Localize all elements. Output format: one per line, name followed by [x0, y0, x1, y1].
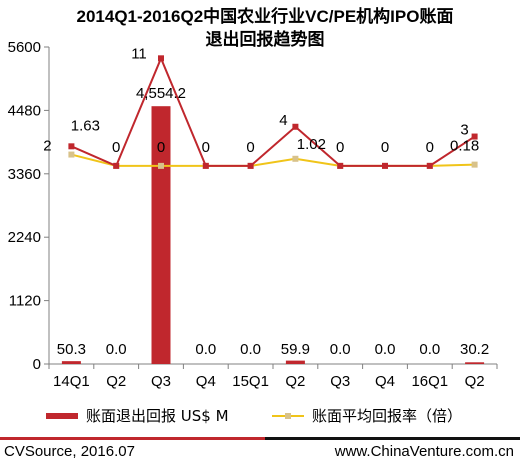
count-line	[70, 55, 476, 168]
y-tick-label: 5600	[8, 39, 41, 56]
bar-value-label: 0.0	[330, 341, 351, 358]
count-point	[337, 162, 344, 169]
bar-value-label: 0.0	[375, 341, 396, 358]
x-tick-label: Q3	[330, 373, 350, 390]
count-point	[382, 162, 388, 169]
average-return-label: 0	[157, 139, 165, 156]
average-return-label: 1.02	[297, 136, 326, 153]
footer-divider-black	[265, 437, 520, 440]
count-point	[426, 162, 433, 169]
count-point	[292, 123, 299, 130]
y-tick-label: 4480	[8, 102, 41, 119]
x-tick-label: 14Q1	[53, 373, 90, 390]
count-label: 11	[131, 45, 147, 62]
legend-line-label: 账面平均回报率（倍）	[312, 407, 462, 425]
y-tick-label: 2240	[8, 229, 41, 246]
bar-value-label: 30.2	[460, 341, 489, 358]
chart-title-line-1: 2014Q1-2016Q2中国农业行业VC/PE机构IPO账面	[77, 6, 454, 26]
average-return-label: 0	[202, 139, 210, 156]
bar	[285, 360, 305, 364]
x-tick-label: Q3	[151, 373, 171, 390]
x-tick-label: Q2	[285, 373, 305, 390]
x-tick-label: 16Q1	[411, 373, 448, 390]
count-label: 4	[279, 112, 287, 129]
average-return-point	[158, 162, 164, 169]
y-tick-label: 1120	[9, 293, 41, 310]
average-return-point	[292, 155, 299, 162]
x-tick-label: 15Q1	[232, 373, 269, 390]
count-label: 2	[43, 137, 51, 154]
bar-value-label: 0.0	[240, 341, 261, 358]
average-return-label: 1.63	[71, 118, 100, 135]
footer-divider-red	[0, 437, 265, 440]
y-tick-label: 3360	[8, 166, 41, 183]
average-return-point	[471, 161, 478, 168]
bar-value-label: 0.0	[106, 341, 127, 358]
legend-line-marker	[285, 413, 291, 419]
line-series	[68, 55, 478, 169]
count-point	[113, 162, 120, 169]
data-labels: 50.3 0.0 4,554.2 0.0 0.0 59.9 0.0 0.0 0.0 30.2 1.6…	[43, 45, 489, 358]
average-return-label: 0	[426, 139, 434, 156]
bar	[465, 362, 485, 364]
average-return-line	[71, 153, 475, 167]
footer-website: www.ChinaVenture.com.cn	[334, 443, 514, 460]
legend: 账面退出回报 US$ M 账面平均回报率（倍）	[46, 407, 462, 425]
bar	[61, 361, 81, 364]
count-point	[471, 133, 478, 140]
count-point	[202, 162, 209, 169]
count-point	[247, 162, 254, 169]
bar-series	[61, 106, 485, 364]
count-point	[158, 55, 164, 62]
average-return-label: 0	[112, 139, 120, 156]
bar	[151, 106, 171, 364]
average-return-label: 0	[246, 139, 254, 156]
legend-bar-label: 账面退出回报 US$ M	[86, 407, 229, 425]
bar-value-label: 59.9	[281, 341, 310, 358]
x-tick-label: Q4	[196, 373, 216, 390]
footer-source: CVSource, 2016.07	[4, 443, 135, 460]
y-tick-label: 0	[33, 356, 41, 373]
average-return-label: 0.18	[450, 138, 479, 155]
average-return-label: 0	[381, 139, 389, 156]
x-tick-label: Q4	[375, 373, 395, 390]
count-label: 3	[460, 122, 468, 139]
bar-value-label: 0.0	[195, 341, 216, 358]
bar-value-label: 4,554.2	[136, 85, 186, 102]
average-return-point	[68, 151, 75, 158]
bar-value-label: 0.0	[419, 341, 440, 358]
average-return-label: 0	[336, 139, 344, 156]
count-point	[68, 143, 75, 150]
chart-title-line-2: 退出回报趋势图	[206, 29, 325, 49]
x-tick-label: Q2	[465, 373, 485, 390]
x-tick-label: Q2	[106, 373, 126, 390]
bar-value-label: 50.3	[57, 341, 86, 358]
